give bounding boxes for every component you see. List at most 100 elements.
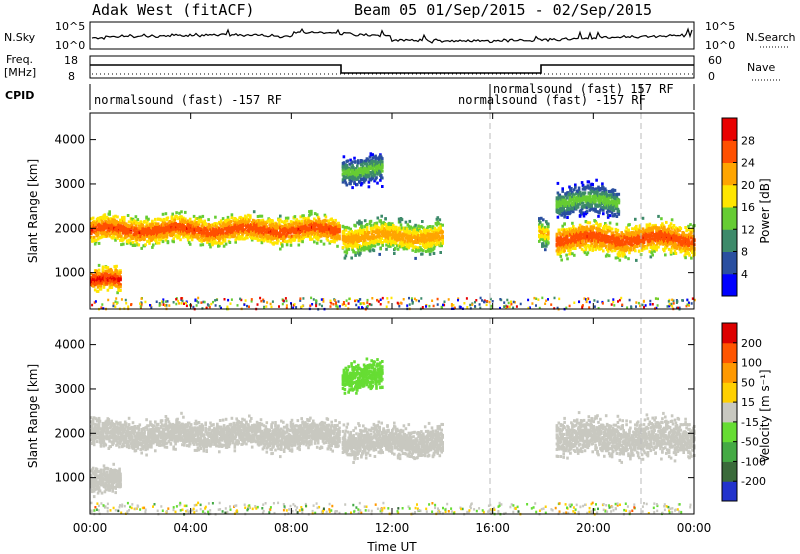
power-cell <box>155 239 158 243</box>
power-cell <box>586 221 590 225</box>
power-cell <box>634 217 637 221</box>
power-cell <box>131 241 135 245</box>
power-cell <box>173 218 176 222</box>
power-cell <box>616 228 620 232</box>
power-cell <box>430 229 434 233</box>
power-cell <box>97 268 101 272</box>
power-cell <box>289 240 293 244</box>
power-cell <box>421 220 424 223</box>
power-cell <box>426 232 430 236</box>
power-cell <box>381 229 384 233</box>
power-cell <box>592 225 595 229</box>
power-cell <box>618 258 622 262</box>
power-cell <box>280 237 283 241</box>
power-cell <box>233 234 237 238</box>
power-cell <box>224 242 228 246</box>
power-cell <box>325 233 329 236</box>
power-cell <box>227 219 231 223</box>
power-cell <box>351 245 354 249</box>
power-cell <box>343 250 347 254</box>
power-cell <box>368 155 372 159</box>
power-cell <box>574 237 577 241</box>
power-cell <box>116 231 119 234</box>
power-cell <box>259 234 263 237</box>
power-cell <box>262 228 266 231</box>
power-cell <box>101 216 105 220</box>
power-cell <box>656 233 659 237</box>
power-cell <box>349 182 352 186</box>
power-cell <box>439 251 442 254</box>
power-cell <box>96 285 100 289</box>
power-cell <box>297 219 301 223</box>
power-cell <box>164 238 168 242</box>
power-cell <box>655 248 658 252</box>
power-cell <box>607 235 611 239</box>
power-cell <box>572 225 575 228</box>
power-cell <box>209 236 212 240</box>
power-cell <box>358 244 361 247</box>
power-cell <box>91 239 94 243</box>
power-cell <box>371 153 374 157</box>
power-cell <box>341 224 345 228</box>
power-cell <box>112 230 115 234</box>
power-cell <box>435 235 439 239</box>
power-cell <box>423 228 426 232</box>
power-cell <box>547 241 550 245</box>
power-cell <box>316 232 320 236</box>
power-cell <box>652 242 655 246</box>
power-cell <box>377 160 380 164</box>
power-band-5 <box>538 216 550 252</box>
power-cell <box>298 235 301 239</box>
power-cell <box>403 239 407 243</box>
power-cell <box>218 244 221 248</box>
power-cell <box>161 223 165 227</box>
power-cell <box>385 243 388 247</box>
power-cell <box>361 233 364 237</box>
power-cell <box>565 237 568 241</box>
power-cell <box>432 242 436 246</box>
power-cell <box>585 225 589 229</box>
power-cell <box>291 225 295 229</box>
power-cell <box>128 233 132 237</box>
nsearch-tick-bottom: 10^0 <box>705 39 735 52</box>
power-cell <box>375 156 378 160</box>
power-cell <box>352 241 355 245</box>
power-cell <box>161 240 165 244</box>
power-cell <box>422 226 425 230</box>
power-cell <box>385 236 388 240</box>
power-cell <box>610 249 614 253</box>
power-cell <box>366 167 370 171</box>
power-cell <box>313 212 317 216</box>
power-cell <box>287 235 291 239</box>
power-cell <box>365 227 369 231</box>
power-cell <box>597 223 600 227</box>
power-cell <box>406 242 410 246</box>
power-cell <box>241 226 244 230</box>
power-cell <box>344 244 348 248</box>
power-cell <box>259 219 263 223</box>
power-cell <box>559 250 563 254</box>
power-cell <box>367 173 371 177</box>
power-cell <box>119 275 122 279</box>
power-cell <box>101 268 105 272</box>
power-cell <box>256 237 260 241</box>
power-cell <box>308 210 311 214</box>
power-band-3 <box>341 214 444 260</box>
power-cell <box>169 232 173 235</box>
power-cell <box>342 232 346 236</box>
power-cell <box>351 160 354 164</box>
power-cell <box>255 223 259 227</box>
power-cell <box>603 226 606 230</box>
power-cell <box>128 238 132 242</box>
power-cell <box>650 234 653 238</box>
power-cell <box>616 256 620 260</box>
power-cell <box>426 225 430 229</box>
power-cell <box>541 244 544 248</box>
power-cell <box>268 218 271 222</box>
power-cell <box>270 232 273 236</box>
power-cell <box>317 217 321 221</box>
power-cell <box>387 244 390 248</box>
power-cell <box>432 252 436 255</box>
power-cell <box>441 239 444 243</box>
power-cell <box>370 174 373 178</box>
